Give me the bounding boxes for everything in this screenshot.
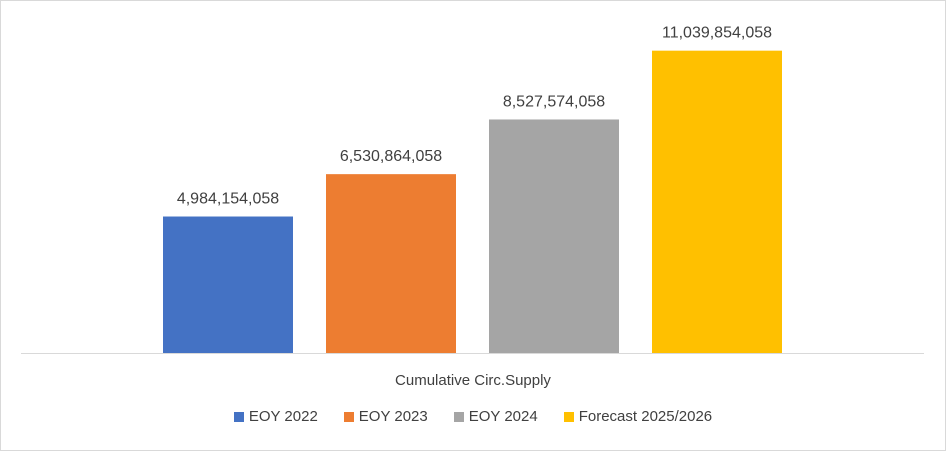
bar-eoy-2023 — [326, 174, 456, 353]
bar-eoy-2024 — [489, 119, 619, 353]
legend-swatch — [563, 411, 574, 422]
legend-item: EOY 2023 — [343, 408, 428, 425]
legend-label: Forecast 2025/2026 — [578, 408, 713, 425]
legend-label: EOY 2023 — [358, 408, 428, 425]
legend-item: EOY 2022 — [233, 408, 318, 425]
legend-swatch — [343, 411, 354, 422]
legend-swatch — [233, 411, 244, 422]
category-label: Cumulative Circ.Supply — [395, 372, 551, 389]
legend-swatch — [453, 411, 464, 422]
data-label: 11,039,854,058 — [662, 25, 772, 42]
bar-forecast-2025-2026 — [652, 50, 782, 353]
data-label: 8,527,574,058 — [503, 93, 605, 110]
legend-item: EOY 2024 — [453, 408, 538, 425]
legend: EOY 2022 EOY 2023 EOY 2024 Forecast 2025/20… — [0, 408, 946, 425]
data-label: 4,984,154,058 — [177, 191, 279, 208]
legend-label: EOY 2022 — [248, 408, 318, 425]
bar-eoy-2022 — [163, 216, 293, 353]
legend-item: Forecast 2025/2026 — [563, 408, 713, 425]
legend-label: EOY 2024 — [468, 408, 538, 425]
data-label: 6,530,864,058 — [340, 148, 442, 165]
